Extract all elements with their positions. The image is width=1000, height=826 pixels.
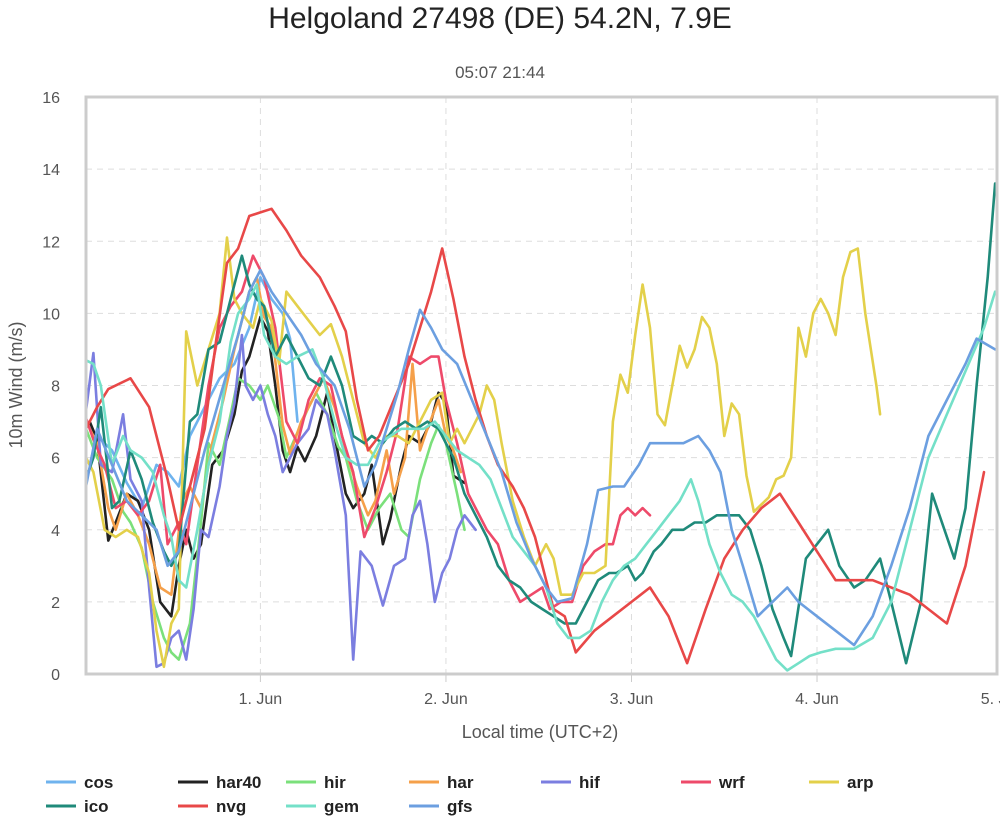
y-tick-label: 0	[51, 667, 60, 684]
chart-title: Helgoland 27498 (DE) 54.2N, 7.9E	[268, 2, 732, 35]
legend-item-hif: hif	[541, 773, 600, 792]
legend-label-wrf: wrf	[718, 773, 745, 792]
legend-item-gem: gem	[286, 797, 359, 816]
x-axis-title: Local time (UTC+2)	[462, 722, 619, 742]
legend: cos har40 hir har hif wrf arp ico nvg gem gfs	[46, 773, 873, 816]
series-line-wrf	[84, 254, 652, 611]
y-axis-title: 10m Wind (m/s)	[6, 321, 26, 448]
legend-label-arp: arp	[847, 773, 873, 792]
series-line-gfs	[84, 268, 997, 647]
y-tick-label: 2	[51, 595, 60, 612]
x-tick-label: 1. Jun	[239, 691, 283, 708]
x-axis-ticks: 1. Jun 2. Jun 3. Jun 4. Jun 5. Jun	[239, 674, 1000, 708]
legend-label-nvg: nvg	[216, 797, 246, 816]
legend-item-arp: arp	[809, 773, 873, 792]
y-tick-label: 6	[51, 451, 60, 468]
legend-item-wrf: wrf	[681, 773, 745, 792]
series-line-gem	[84, 283, 997, 672]
x-tick-label: 5. Jun	[981, 691, 1000, 708]
legend-label-hir: hir	[324, 773, 346, 792]
legend-item-gfs: gfs	[409, 797, 473, 816]
y-tick-label: 14	[42, 162, 60, 179]
series-line-nvg	[84, 207, 986, 665]
series-line-arp	[84, 236, 882, 669]
y-tick-label: 8	[51, 379, 60, 396]
y-tick-label: 12	[42, 234, 60, 251]
legend-label-cos: cos	[84, 773, 113, 792]
y-tick-label: 10	[42, 306, 60, 323]
x-tick-label: 2. Jun	[424, 691, 468, 708]
chart-subtitle: 05:07 21:44	[455, 63, 545, 82]
legend-label-har: har	[447, 773, 474, 792]
legend-label-gfs: gfs	[447, 797, 473, 816]
legend-item-har40: har40	[178, 773, 261, 792]
x-tick-label: 4. Jun	[795, 691, 839, 708]
legend-label-har40: har40	[216, 773, 261, 792]
legend-item-har: har	[409, 773, 474, 792]
grid	[86, 97, 997, 674]
y-tick-label: 16	[42, 90, 60, 107]
legend-label-gem: gem	[324, 797, 359, 816]
plot-frame	[84, 95, 999, 676]
series-line-hir	[84, 376, 466, 661]
legend-item-hir: hir	[286, 773, 346, 792]
series-line-har	[88, 275, 463, 597]
legend-item-nvg: nvg	[178, 797, 246, 816]
y-tick-label: 4	[51, 523, 60, 540]
x-tick-label: 3. Jun	[610, 691, 654, 708]
y-axis-ticks: 0 2 4 6 8 10 12 14 16	[42, 90, 60, 684]
legend-label-ico: ico	[84, 797, 109, 816]
series-line-hif	[84, 333, 477, 669]
legend-item-ico: ico	[46, 797, 109, 816]
legend-item-cos: cos	[46, 773, 113, 792]
legend-label-hif: hif	[579, 773, 600, 792]
series-lines	[84, 182, 997, 672]
